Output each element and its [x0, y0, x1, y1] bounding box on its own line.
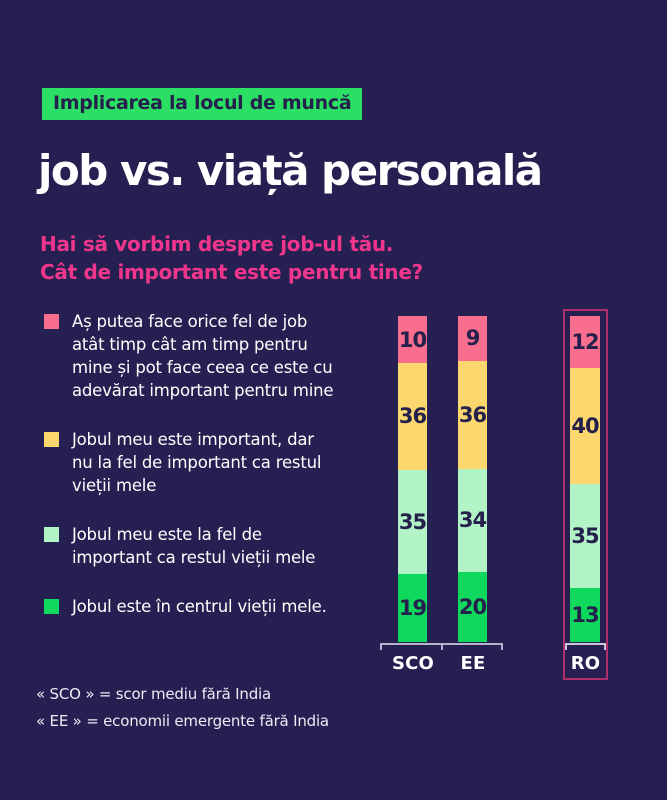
segment-value: 36 [398, 404, 427, 429]
axis-tick [501, 643, 503, 650]
bar-sco: 10 36 35 19 [398, 316, 427, 642]
segment-value: 13 [571, 603, 599, 628]
category-label-ro: RO [570, 653, 601, 674]
segment-value: 10 [398, 327, 427, 352]
segment-important-dar-mai-putin-ee: 36 [458, 360, 487, 469]
legend-label: Jobul este în centrul vieții mele. [72, 597, 327, 616]
segment-value: 36 [458, 402, 487, 427]
x-axis-ro [565, 643, 606, 650]
legend-item-2: Jobul meu este la fel de important ca re… [44, 523, 374, 569]
segment-orice-job-daca-am-timp-ee: 9 [458, 316, 487, 361]
legend: Aș putea face orice fel de job atât timp… [44, 310, 374, 618]
axis-tick [380, 643, 382, 650]
segment-la-fel-de-important-ro: 35 [570, 483, 600, 589]
segment-orice-job-daca-am-timp-sco: 10 [398, 316, 427, 363]
bar-ro: 12 40 35 13 [570, 316, 600, 642]
segment-important-dar-mai-putin-sco: 36 [398, 363, 427, 470]
page-title: job vs. viață personală [38, 146, 543, 195]
legend-item-1: Jobul meu este important, dar nu la fel … [44, 428, 374, 497]
legend-label: Jobul meu este important, dar nu la fel … [72, 430, 322, 495]
footnotes: « SCO » = scor mediu fără India « EE » =… [36, 681, 329, 735]
legend-swatch [44, 599, 59, 614]
legend-swatch [44, 527, 59, 542]
segment-value: 34 [458, 508, 487, 533]
footnote-sco: « SCO » = scor mediu fără India [36, 685, 271, 703]
subtitle: Hai să vorbim despre job-ul tău. Cât de … [40, 232, 423, 284]
legend-swatch [44, 432, 59, 447]
segment-value: 19 [398, 596, 427, 621]
segment-la-fel-de-important-ee: 34 [458, 468, 487, 572]
category-label-sco: SCO [391, 653, 435, 674]
segment-value: 20 [458, 594, 487, 619]
segment-important-dar-mai-putin-ro: 40 [570, 367, 600, 484]
segment-la-fel-de-important-sco: 35 [398, 469, 427, 575]
segment-value: 35 [571, 523, 599, 548]
bar-ee: 9 36 34 20 [458, 316, 487, 642]
legend-label: Jobul meu este la fel de important ca re… [72, 525, 316, 567]
footnote-ee: « EE » = economii emergente fără India [36, 712, 329, 730]
segment-value: 40 [571, 413, 599, 438]
axis-tick [604, 643, 606, 650]
legend-item-0: Aș putea face orice fel de job atât timp… [44, 310, 374, 402]
category-badge: Implicarea la locul de muncă [42, 88, 363, 120]
segment-in-centrul-vietii-ro: 13 [570, 588, 600, 642]
axis-tick [440, 643, 443, 650]
legend-item-3: Jobul este în centrul vieții mele. [44, 595, 374, 618]
ro-highlight-box [563, 309, 608, 680]
legend-label: Aș putea face orice fel de job atât timp… [72, 312, 334, 400]
segment-value: 9 [465, 326, 481, 351]
category-label-ee: EE [460, 653, 486, 674]
segment-in-centrul-vietii-ee: 20 [458, 571, 487, 642]
x-axis-sco-ee [380, 643, 503, 650]
segment-value: 35 [398, 510, 427, 535]
legend-swatch [44, 314, 59, 329]
axis-tick [565, 643, 567, 650]
segment-orice-job-daca-am-timp-ro: 12 [570, 316, 600, 368]
segment-in-centrul-vietii-sco: 19 [398, 574, 427, 642]
segment-value: 12 [571, 329, 599, 354]
